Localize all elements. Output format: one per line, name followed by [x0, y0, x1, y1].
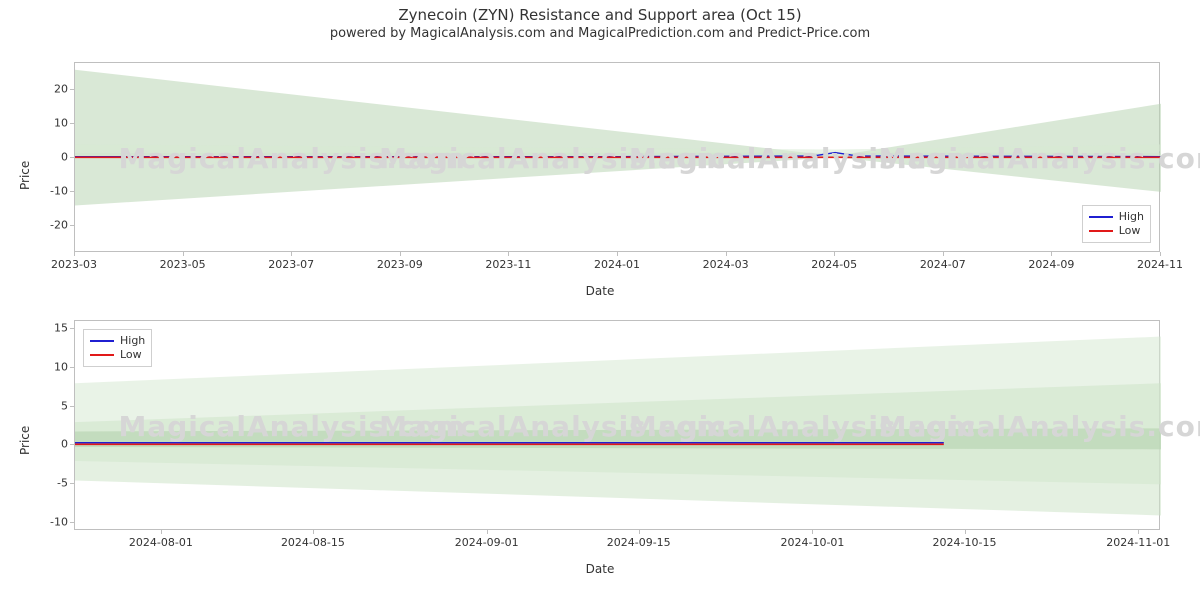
ytick-mark [70, 328, 74, 329]
xtick-mark [834, 252, 835, 256]
legend-swatch [1089, 216, 1113, 218]
xtick-mark [487, 530, 488, 534]
xtick-mark [943, 252, 944, 256]
xtick-label: 2024-08-15 [281, 536, 345, 549]
xtick-label: 2023-09 [377, 258, 423, 271]
xtick-label: 2024-01 [594, 258, 640, 271]
figure: Zynecoin (ZYN) Resistance and Support ar… [0, 0, 1200, 600]
legend-swatch [90, 354, 114, 356]
legend-item: Low [1089, 224, 1144, 238]
support-resistance-area [75, 428, 1161, 449]
xtick-mark [1051, 252, 1052, 256]
xtick-label: 2024-09 [1028, 258, 1074, 271]
ytick-mark [70, 89, 74, 90]
xtick-label: 2024-05 [811, 258, 857, 271]
ytick-mark [70, 157, 74, 158]
xtick-label: 2024-10-01 [781, 536, 845, 549]
xtick-mark [183, 252, 184, 256]
ytick-mark [70, 191, 74, 192]
ytick-mark [70, 522, 74, 523]
ytick-label: -10 [30, 516, 68, 529]
xtick-mark [313, 530, 314, 534]
xtick-label: 2024-11-01 [1106, 536, 1170, 549]
chart-panel-bottom: HighLow MagicalAnalysis.comMagicalAnalys… [74, 320, 1160, 530]
figure-title: Zynecoin (ZYN) Resistance and Support ar… [0, 6, 1200, 24]
xlabel-top: Date [0, 284, 1200, 298]
figure-subtitle: powered by MagicalAnalysis.com and Magic… [0, 26, 1200, 41]
legend-label: Low [1119, 224, 1141, 238]
chart-panel-top: HighLow MagicalAnalysis.comMagicalAnalys… [74, 62, 1160, 252]
xtick-mark [1138, 530, 1139, 534]
ytick-mark [70, 406, 74, 407]
legend-swatch [90, 340, 114, 342]
xtick-label: 2024-08-01 [129, 536, 193, 549]
ytick-label: 5 [30, 399, 68, 412]
xtick-label: 2023-05 [160, 258, 206, 271]
xtick-label: 2024-03 [703, 258, 749, 271]
chart-svg-bottom [75, 321, 1161, 531]
xlabel-bottom: Date [0, 562, 1200, 576]
ytick-label: -20 [30, 218, 68, 231]
ytick-mark [70, 225, 74, 226]
chart-svg-top [75, 63, 1161, 253]
ytick-label: -10 [30, 184, 68, 197]
xtick-mark [965, 530, 966, 534]
legend-item: High [1089, 210, 1144, 224]
xtick-label: 2024-09-01 [455, 536, 519, 549]
xtick-mark [291, 252, 292, 256]
ytick-mark [70, 367, 74, 368]
xtick-mark [74, 252, 75, 256]
ytick-label: -5 [30, 477, 68, 490]
legend-item: Low [90, 348, 145, 362]
legend-label: Low [120, 348, 142, 362]
ytick-label: 0 [30, 438, 68, 451]
xtick-label: 2023-03 [51, 258, 97, 271]
ytick-label: 0 [30, 151, 68, 164]
xtick-label: 2024-10-15 [933, 536, 997, 549]
legend-label: High [1119, 210, 1144, 224]
legend-top: HighLow [1082, 205, 1151, 243]
legend-bottom: HighLow [83, 329, 152, 367]
xtick-mark [400, 252, 401, 256]
legend-label: High [120, 334, 145, 348]
xtick-mark [161, 530, 162, 534]
xtick-label: 2023-11 [485, 258, 531, 271]
xtick-label: 2024-11 [1137, 258, 1183, 271]
ytick-mark [70, 483, 74, 484]
legend-swatch [1089, 230, 1113, 232]
ytick-label: 20 [30, 83, 68, 96]
xtick-mark [1160, 252, 1161, 256]
xtick-label: 2023-07 [268, 258, 314, 271]
xtick-mark [812, 530, 813, 534]
xtick-mark [639, 530, 640, 534]
xtick-mark [617, 252, 618, 256]
legend-item: High [90, 334, 145, 348]
xtick-label: 2024-09-15 [607, 536, 671, 549]
ytick-label: 10 [30, 360, 68, 373]
ytick-label: 10 [30, 117, 68, 130]
xtick-mark [508, 252, 509, 256]
ytick-mark [70, 444, 74, 445]
support-resistance-area [75, 70, 1161, 206]
ytick-label: 15 [30, 321, 68, 334]
xtick-mark [726, 252, 727, 256]
ytick-mark [70, 123, 74, 124]
xtick-label: 2024-07 [920, 258, 966, 271]
